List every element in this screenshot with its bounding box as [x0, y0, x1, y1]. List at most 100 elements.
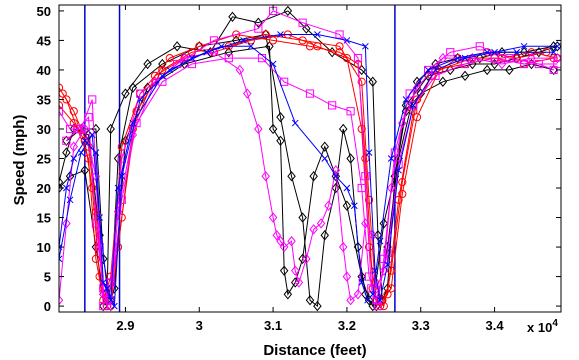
- series-11-point-23: [432, 66, 439, 74]
- series-5: [59, 30, 558, 311]
- series-10-line: [59, 45, 554, 302]
- series-2-point-1: [59, 182, 64, 194]
- series-3-point-14: [279, 265, 289, 276]
- x-tick-label-5: 3.3: [412, 318, 430, 333]
- series-11-point-3: [77, 149, 85, 156]
- series-1-point-26: [438, 76, 448, 87]
- series-1-point-29: [505, 64, 514, 76]
- series-11-point-15: [343, 37, 351, 44]
- y-tick-label-30: 30: [37, 122, 51, 137]
- series-6-point-2: [69, 107, 78, 116]
- series-2-point-17: [313, 300, 322, 312]
- series-11-point-9: [136, 96, 144, 103]
- series-8-point-14: [305, 89, 315, 98]
- series-10-point-10: [158, 72, 166, 80]
- x-tick-label-3: 3.1: [264, 318, 282, 333]
- series-9-point-25: [309, 224, 318, 235]
- series-3-point-1: [62, 135, 71, 146]
- series-10-point-13: [247, 42, 255, 50]
- series-10-point-3: [70, 155, 78, 162]
- series-10-point-14: [269, 60, 277, 68]
- series-9-point-24: [302, 253, 311, 265]
- series-3-point-12: [268, 123, 278, 135]
- x-tick-label-2: 3: [196, 318, 203, 333]
- series-7-point-8: [117, 154, 126, 163]
- series-5-line: [59, 33, 554, 307]
- series-8-point-7: [117, 195, 126, 204]
- x-axis-exponent-power: 4: [552, 318, 558, 329]
- series-2-point-14: [287, 171, 296, 182]
- series-5-point-21: [398, 178, 407, 187]
- y-tick-label-5: 5: [44, 270, 51, 285]
- series-7-point-14: [298, 18, 307, 27]
- series-8-point-25: [490, 54, 499, 63]
- series-3-point-17: [298, 253, 307, 265]
- x-tick-label-4: 3.2: [338, 318, 356, 333]
- series-10-point-30: [550, 48, 557, 56]
- series-1-point-19: [368, 76, 377, 87]
- series-7-point-16: [353, 54, 363, 63]
- series-9-point-4: [80, 123, 90, 135]
- series-6-line: [62, 33, 558, 309]
- series-11-point-17: [365, 149, 373, 156]
- series-9-point-6: [99, 289, 108, 300]
- series-9-point-18: [272, 230, 282, 241]
- series-6-point-15: [357, 77, 366, 86]
- series-1-point-8: [106, 123, 115, 135]
- series-7-point-11: [209, 36, 219, 45]
- series-9-point-20: [279, 241, 289, 253]
- series-10-point-17: [332, 172, 340, 180]
- series-11-point-2: [66, 196, 74, 204]
- series-2-point-8: [128, 82, 138, 93]
- series-7-point-21: [390, 148, 399, 157]
- series-7-point-22: [405, 89, 414, 98]
- series-10-point-18: [343, 184, 351, 192]
- series-3-point-20: [331, 171, 341, 182]
- series-9-point-43: [527, 52, 536, 64]
- series-10-point-22: [369, 290, 377, 298]
- series-2-point-20: [338, 123, 348, 135]
- series-3-point-29: [453, 52, 462, 64]
- series-9-point-38: [398, 117, 407, 129]
- series-8-point-13: [280, 77, 289, 86]
- series-9-point-33: [361, 218, 370, 229]
- series-10-point-8: [114, 184, 122, 192]
- series-5-point-16: [357, 124, 366, 134]
- series-3-point-18: [309, 171, 318, 182]
- series-2-point-3: [80, 165, 90, 176]
- series-7-point-9: [136, 89, 145, 98]
- series-3-point-19: [320, 141, 330, 152]
- y-tick-label-10: 10: [37, 240, 51, 255]
- series-9-point-13: [235, 64, 245, 76]
- series-3-point-13: [276, 135, 285, 146]
- series-1-point-28: [482, 64, 492, 76]
- series-10-point-21: [364, 296, 371, 304]
- series-5-point-15: [342, 54, 352, 63]
- series-10-point-16: [321, 155, 329, 162]
- series-2-point-15: [298, 212, 307, 223]
- y-tick-label-45: 45: [37, 33, 51, 48]
- series-9-point-3: [69, 141, 79, 152]
- series-3-point-10: [224, 47, 234, 58]
- series-4-line: [59, 33, 547, 308]
- y-tick-label-25: 25: [37, 152, 51, 167]
- series-6-point-16: [364, 195, 374, 204]
- series-5-point-19: [379, 301, 388, 311]
- series-1-point-6: [99, 300, 108, 312]
- series-7-point-4: [88, 95, 97, 104]
- series-11-point-5: [96, 214, 103, 221]
- series-2-point-25: [379, 218, 389, 229]
- series-9-point-32: [353, 289, 363, 300]
- series-2-line: [59, 33, 558, 308]
- series-1-point-27: [460, 70, 470, 82]
- series-9-point-30: [342, 271, 352, 282]
- x-tick-label-6: 3.4: [486, 318, 505, 333]
- series-7-point-15: [335, 30, 344, 39]
- series-9-point-8: [113, 206, 123, 217]
- series-9-point-19: [276, 235, 285, 247]
- series-11-point-10: [166, 66, 174, 74]
- series-11-point-18: [371, 267, 379, 275]
- series-8-point-20: [383, 248, 392, 258]
- series-7-point-5: [95, 242, 104, 252]
